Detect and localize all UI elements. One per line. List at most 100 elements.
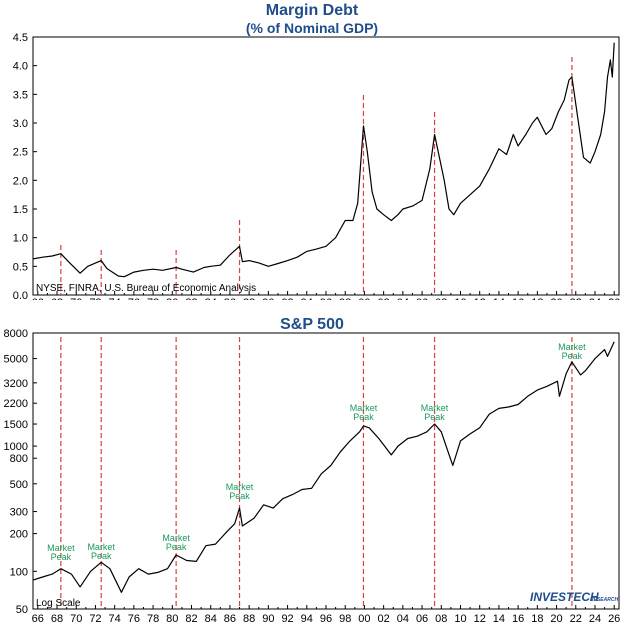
margin-x-tick-label: 72 <box>89 297 101 300</box>
sp500-x-tick-label: 22 <box>570 613 582 625</box>
margin-y-tick-label: 4.0 <box>13 61 28 73</box>
margin-x-tick-label: 78 <box>147 297 159 300</box>
sp500-y-tick-label: 50 <box>16 604 28 616</box>
margin-x-tick-label: 92 <box>281 297 293 300</box>
sp500-y-tick-label: 500 <box>10 479 28 491</box>
market-peak-label-line2: Peak <box>562 351 583 361</box>
margin-x-tick-label: 96 <box>320 297 332 300</box>
market-peak-label-line1: Market <box>558 342 586 352</box>
sp500-x-tick-label: 76 <box>128 613 140 625</box>
sp500-x-tick-label: 68 <box>51 613 63 625</box>
market-peak-label-line2: Peak <box>353 412 374 422</box>
market-peak-label-line2: Peak <box>51 552 72 562</box>
sp500-x-tick-label: 74 <box>109 613 121 625</box>
market-peak-label-line2: Peak <box>424 412 445 422</box>
margin-x-tick-label: 82 <box>185 297 197 300</box>
margin-debt-title: Margin Debt <box>265 2 359 19</box>
margin-x-tick-label: 22 <box>570 297 582 300</box>
margin-y-tick-label: 0.5 <box>13 261 28 273</box>
sp500-x-tick-label: 06 <box>416 613 428 625</box>
market-peak-label-line1: Market <box>226 482 254 492</box>
market-peak-label-line1: Market <box>162 533 190 543</box>
sp500-x-tick-label: 96 <box>320 613 332 625</box>
sp500-x-tick-label: 26 <box>608 613 620 625</box>
margin-x-tick-label: 08 <box>435 297 447 300</box>
sp500-x-tick-label: 72 <box>89 613 101 625</box>
sp500-x-tick-label: 24 <box>589 613 601 625</box>
sp500-y-tick-label: 300 <box>10 507 28 519</box>
sp500-x-tick-label: 78 <box>147 613 159 625</box>
sp500-y-tick-label: 200 <box>10 529 28 541</box>
sp500-x-tick-label: 18 <box>531 613 543 625</box>
sp500-y-tick-label: 8000 <box>4 328 28 340</box>
sp500-series-line <box>32 341 615 593</box>
margin-y-tick-label: 1.5 <box>13 204 28 216</box>
market-peak-label-line1: Market <box>421 403 449 413</box>
sp500-plot-frame <box>32 332 620 610</box>
margin-debt-subtitle: (% of Nominal GDP) <box>245 20 379 36</box>
investech-logo: INVESTECH RESEARCH <box>530 590 618 604</box>
sp500-title: S&P 500 <box>280 316 344 333</box>
margin-x-tick-label: 04 <box>397 297 409 300</box>
margin-y-tick-label: 2.5 <box>13 147 28 159</box>
margin-series-line <box>32 42 615 278</box>
margin-x-tick-label: 86 <box>224 297 236 300</box>
sp500-x-tick-label: 10 <box>454 613 466 625</box>
sp500-y-tick-label: 5000 <box>4 354 28 366</box>
margin-x-tick-label: 70 <box>70 297 82 300</box>
margin-x-tick-label: 98 <box>339 297 351 300</box>
sp500-y-tick-label: 800 <box>10 453 28 465</box>
market-peak-label-line2: Peak <box>91 551 112 561</box>
margin-y-tick-label: 3.5 <box>13 89 28 101</box>
margin-x-tick-label: 12 <box>474 297 486 300</box>
margin-x-tick-label: 16 <box>512 297 524 300</box>
sp500-x-tick-label: 84 <box>205 613 217 625</box>
sp500-x-tick-label: 90 <box>262 613 274 625</box>
sp500-y-tick-label: 3200 <box>4 378 28 390</box>
margin-x-tick-label: 90 <box>262 297 274 300</box>
sp500-x-tick-label: 00 <box>358 613 370 625</box>
sp500-x-tick-label: 02 <box>378 613 390 625</box>
margin-y-tick-label: 4.5 <box>13 32 28 44</box>
margin-x-tick-label: 02 <box>378 297 390 300</box>
margin-x-tick-label: 94 <box>301 297 313 300</box>
sp500-y-tick-label: 100 <box>10 566 28 578</box>
margin-x-tick-label: 26 <box>608 297 620 300</box>
sp500-x-tick-label: 16 <box>512 613 524 625</box>
margin-x-tick-label: 76 <box>128 297 140 300</box>
margin-x-tick-label: 24 <box>589 297 601 300</box>
margin-y-tick-label: 3.0 <box>13 118 28 130</box>
margin-x-tick-label: 14 <box>493 297 505 300</box>
market-peak-label-line1: Market <box>350 403 378 413</box>
margin-x-tick-label: 66 <box>32 297 44 300</box>
sp500-x-tick-label: 88 <box>243 613 255 625</box>
sp500-x-tick-label: 20 <box>550 613 562 625</box>
margin-x-tick-label: 88 <box>243 297 255 300</box>
margin-x-tick-label: 84 <box>205 297 217 300</box>
margin-x-tick-label: 20 <box>550 297 562 300</box>
margin-debt-chart: 0.0 0.5 1.0 1.5 2.0 2.5 3.0 3.5 4.0 4.5 66 68 70 72 74… <box>13 32 621 300</box>
market-peak-label-line2: Peak <box>166 542 187 552</box>
sp500-y-tick-label: 1500 <box>4 419 28 431</box>
sp500-x-tick-label: 82 <box>185 613 197 625</box>
sp500-x-tick-label: 04 <box>397 613 409 625</box>
sp500-x-tick-label: 92 <box>281 613 293 625</box>
margin-x-tick-label: 06 <box>416 297 428 300</box>
sp500-x-tick-label: 14 <box>493 613 505 625</box>
margin-x-tick-label: 74 <box>109 297 121 300</box>
margin-x-tick-label: 10 <box>454 297 466 300</box>
margin-y-tick-label: 0.0 <box>13 290 28 300</box>
logo-sub-text: RESEARCH <box>590 597 618 603</box>
market-peak-label-line1: Market <box>47 543 75 553</box>
market-peak-label-line2: Peak <box>229 491 250 501</box>
margin-debt-source-note: NYSE, FINRA, U.S. Bureau of Economic Ana… <box>36 283 256 294</box>
margin-y-tick-label: 1.0 <box>13 233 28 245</box>
sp500-x-tick-label: 98 <box>339 613 351 625</box>
margin-x-tick-label: 68 <box>51 297 63 300</box>
sp500-y-tick-label: 1000 <box>4 441 28 453</box>
sp500-x-tick-label: 66 <box>32 613 44 625</box>
sp500-y-tick-label: 2200 <box>4 398 28 410</box>
sp500-x-tick-label: 08 <box>435 613 447 625</box>
sp500-x-tick-label: 12 <box>474 613 486 625</box>
